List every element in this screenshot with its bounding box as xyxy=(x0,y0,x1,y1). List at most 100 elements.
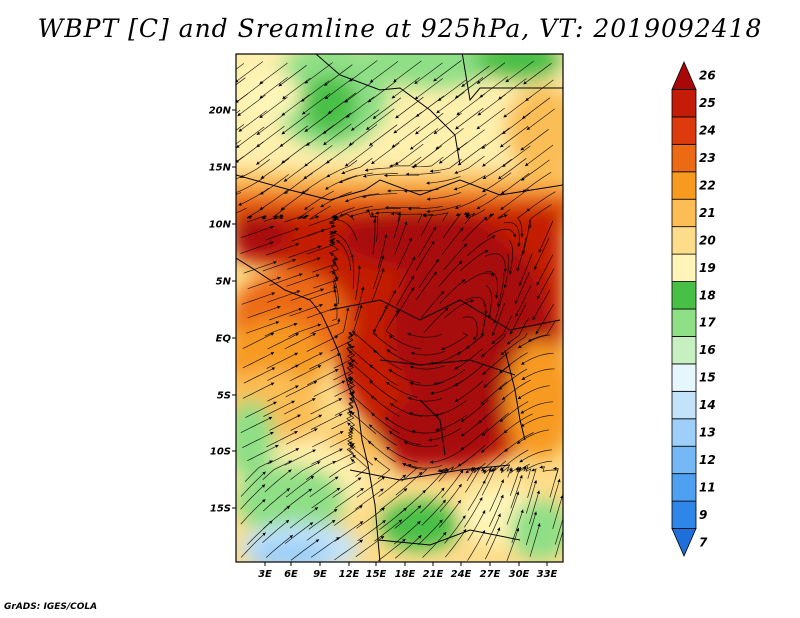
streamline-arrow xyxy=(417,521,421,525)
streamline-arrow xyxy=(472,336,477,340)
streamline-arrow xyxy=(405,172,409,176)
streamline xyxy=(245,401,277,418)
streamline xyxy=(290,539,320,561)
streamline-arrow xyxy=(500,479,504,483)
streamline xyxy=(367,440,396,463)
colorbar-segment xyxy=(671,281,697,310)
streamline xyxy=(414,78,444,100)
streamline-arrow xyxy=(312,449,316,453)
streamline-arrow xyxy=(295,364,299,368)
streamline xyxy=(239,159,271,178)
streamline-arrow xyxy=(392,290,396,294)
streamline-arrow xyxy=(433,130,438,134)
streamline xyxy=(444,459,468,472)
streamline xyxy=(411,156,444,168)
streamline xyxy=(454,193,487,209)
streamline xyxy=(256,113,285,136)
streamline-arrow xyxy=(482,371,486,375)
streamline xyxy=(466,235,496,257)
streamline-arrow xyxy=(484,311,488,315)
streamline xyxy=(456,333,486,355)
streamline-arrow xyxy=(386,382,390,386)
streamline-arrow xyxy=(351,345,355,349)
streamline-arrow xyxy=(350,427,354,431)
streamline xyxy=(285,380,318,398)
streamline xyxy=(311,430,344,448)
streamline-arrow xyxy=(498,175,502,180)
streamline xyxy=(289,506,319,529)
streamline xyxy=(422,531,447,558)
streamline-arrow xyxy=(481,145,486,149)
streamline-arrow xyxy=(304,206,308,210)
streamline xyxy=(330,334,354,352)
streamline xyxy=(538,220,554,253)
streamline-arrow xyxy=(518,282,522,286)
streamline xyxy=(493,289,505,324)
streamline-arrow xyxy=(457,463,462,467)
lon-tick-label: 24E xyxy=(451,569,472,580)
streamline-arrow xyxy=(411,287,415,291)
streamline-arrow xyxy=(490,272,495,276)
streamline xyxy=(525,511,537,546)
streamline xyxy=(310,318,340,335)
streamline-arrow xyxy=(411,165,415,169)
streamline-arrow xyxy=(316,461,321,465)
streamline xyxy=(290,414,323,431)
streamline-arrow xyxy=(482,480,486,484)
streamline-arrow xyxy=(277,305,281,309)
streamline-arrow xyxy=(315,215,319,219)
streamline-arrow xyxy=(208,184,211,187)
streamline xyxy=(371,412,401,434)
streamline xyxy=(499,449,529,471)
streamline xyxy=(264,469,292,493)
streamline xyxy=(395,287,415,318)
streamline xyxy=(482,351,510,375)
streamline xyxy=(267,385,299,402)
streamline-arrow xyxy=(537,295,541,300)
streamline xyxy=(356,507,385,529)
streamline xyxy=(356,476,386,498)
streamline xyxy=(520,414,554,427)
streamline xyxy=(333,350,353,369)
lon-tick-label: 3E xyxy=(258,569,272,580)
streamline-arrow xyxy=(304,80,309,84)
streamline xyxy=(482,145,511,167)
streamline-arrow xyxy=(382,520,386,524)
streamline-arrow xyxy=(431,240,435,245)
streamline xyxy=(284,332,317,350)
streamline xyxy=(240,498,266,525)
streamline-arrow xyxy=(295,333,299,337)
streamline xyxy=(441,227,464,256)
streamline-arrow xyxy=(317,245,322,249)
streamline-arrow xyxy=(349,214,354,218)
streamline-arrow xyxy=(404,441,408,445)
streamline-arrow xyxy=(331,520,336,524)
streamline-arrow xyxy=(370,395,375,399)
streamline-arrow xyxy=(283,178,288,182)
streamline-arrow xyxy=(316,274,320,278)
streamline-arrow xyxy=(316,257,321,261)
streamline-arrow xyxy=(436,110,440,114)
streamline xyxy=(306,519,336,541)
streamline xyxy=(438,260,463,287)
streamline-arrow xyxy=(387,189,391,193)
streamline xyxy=(454,155,485,174)
streamline xyxy=(459,249,489,272)
streamline xyxy=(236,63,245,70)
streamline xyxy=(265,534,294,558)
streamline xyxy=(268,308,303,321)
streamline xyxy=(240,241,274,254)
streamline xyxy=(259,96,288,119)
streamline-arrow xyxy=(460,227,464,231)
streamline xyxy=(308,508,338,530)
streamline-arrow xyxy=(324,95,329,100)
streamline-arrow xyxy=(381,507,385,511)
streamline xyxy=(420,487,445,514)
streamline xyxy=(309,476,339,498)
streamline xyxy=(444,299,475,319)
streamline xyxy=(421,499,447,526)
streamline xyxy=(289,364,322,382)
streamline-arrow xyxy=(312,398,316,402)
streamline xyxy=(331,230,352,255)
